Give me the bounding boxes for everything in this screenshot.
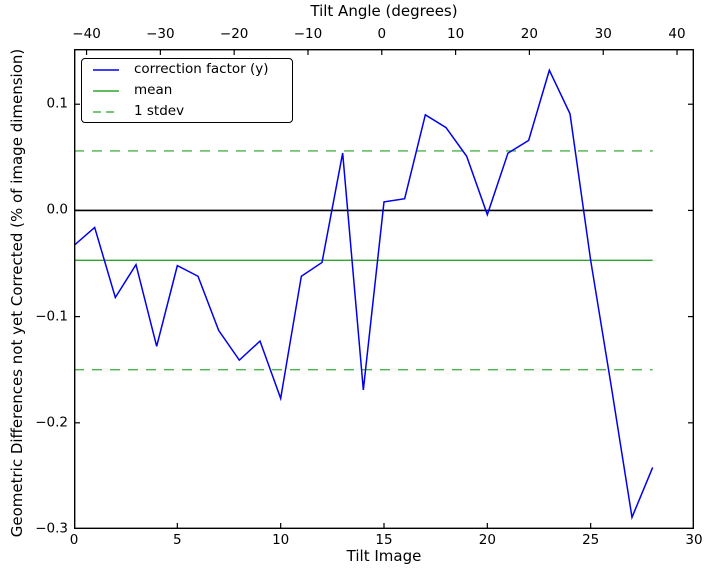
x-axis-label: Tilt Image	[346, 547, 422, 565]
plot-area	[74, 49, 694, 529]
top-tick-label: −40	[72, 26, 101, 42]
x-tick-label: 20	[478, 532, 496, 548]
x-tick-label: 25	[582, 532, 600, 548]
y-tick-label: −0.3	[35, 520, 68, 537]
y-axis-label: Geometric Differences not yet Corrected …	[8, 48, 26, 538]
x-tick-label: 5	[173, 532, 182, 548]
top-tick-label: 20	[520, 26, 538, 42]
legend-label: mean	[134, 82, 173, 98]
legend-line-sample-icon	[93, 110, 119, 113]
top-tick-label: 10	[447, 26, 465, 42]
x-tick-label: 15	[375, 532, 393, 548]
top-axis-title: Tilt Angle (degrees)	[310, 2, 458, 20]
y-tick-label: 0.0	[46, 201, 68, 218]
y-tick-label: −0.2	[35, 414, 68, 431]
series-line-correction-factor-y-	[74, 68, 654, 521]
y-tick-label: −0.1	[35, 307, 68, 324]
legend-item: correction factor (y)	[82, 59, 292, 80]
legend-item: 1 stdev	[82, 101, 292, 122]
y-tick-label: 0.1	[46, 95, 68, 112]
legend: correction factor (y) mean 1 stdev	[81, 58, 293, 123]
legend-line-sample-icon	[93, 68, 119, 71]
top-tick-label: 40	[668, 26, 686, 42]
legend-label: 1 stdev	[134, 103, 185, 119]
top-tick-label: −20	[219, 26, 249, 42]
legend-line-sample-icon	[93, 89, 119, 92]
legend-label: correction factor (y)	[134, 61, 269, 77]
x-tick-label: 10	[272, 532, 290, 548]
axes-spines	[74, 49, 694, 529]
top-tick-label: −30	[146, 26, 175, 42]
x-tick-label: 30	[685, 532, 703, 548]
legend-item: mean	[82, 80, 292, 101]
plot-canvas	[74, 49, 694, 529]
top-tick-label: 30	[594, 26, 612, 42]
x-tick-label: 0	[69, 532, 79, 548]
top-tick-label: −10	[293, 26, 323, 42]
top-tick-label: 0	[377, 26, 387, 42]
